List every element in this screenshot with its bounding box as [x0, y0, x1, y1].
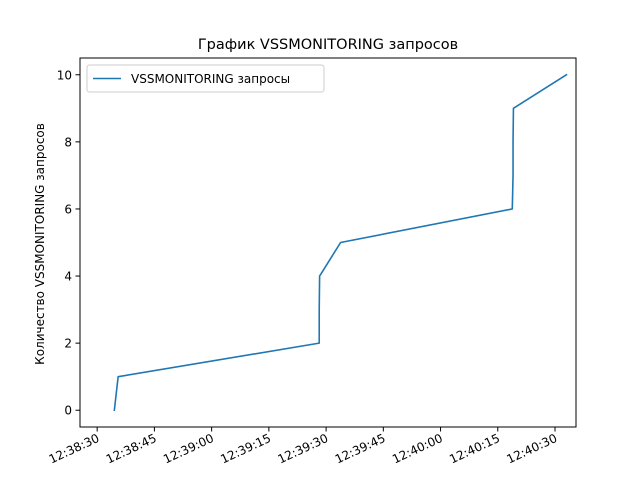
legend-entry-label: VSSMONITORING запросы: [131, 72, 290, 86]
y-tick-label: 2: [64, 337, 72, 351]
legend: VSSMONITORING запросы: [87, 65, 324, 92]
y-axis-label: Количество VSSMONITORING запросов: [33, 123, 47, 365]
y-tick-label: 4: [64, 270, 72, 284]
y-tick-label: 8: [64, 135, 72, 149]
y-tick-label: 10: [57, 68, 72, 82]
y-tick-label: 6: [64, 202, 72, 216]
chart-title: График VSSMONITORING запросов: [198, 37, 458, 53]
y-tick-label: 0: [64, 404, 72, 418]
